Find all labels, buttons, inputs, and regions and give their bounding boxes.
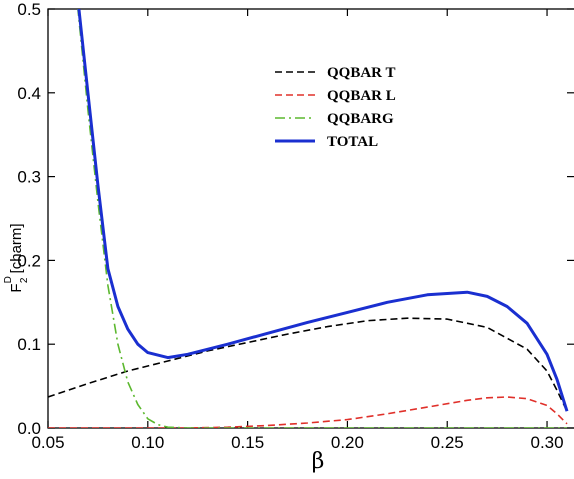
- legend-label: QQBARG: [327, 111, 394, 127]
- x-tick-label: 0.05: [31, 433, 64, 452]
- y-tick-label: 0.1: [17, 335, 41, 354]
- x-tick-label: 0.20: [331, 433, 364, 452]
- plot-frame: [47, 8, 574, 429]
- series-line-qqbarg: [77, 9, 567, 428]
- y-axis-title-base: F: [8, 283, 25, 292]
- y-tick-label: 0.5: [17, 0, 41, 19]
- y-axis-title: FD 2 [charm]: [3, 223, 30, 292]
- legend: QQBAR T QQBAR L QQBARG TOTAL: [275, 65, 396, 150]
- y-axis-title-rest: [charm]: [8, 223, 25, 277]
- y-tick-label: 0.4: [17, 84, 41, 103]
- y-axis-title-sub: 2: [19, 277, 30, 283]
- legend-label: QQBAR T: [327, 65, 396, 81]
- x-tick-label: 0.10: [131, 433, 164, 452]
- legend-label: TOTAL: [327, 134, 378, 150]
- x-tick-label: 0.25: [431, 433, 464, 452]
- series-line-total: [77, 9, 569, 412]
- axis-ticks: 0.05 0.10 0.15 0.20 0.25 0.30 0.0 0.1 0.2 0.3 0.4 0…: [17, 0, 574, 452]
- series-line-qqbar-t: [48, 317, 568, 412]
- x-tick-label: 0.15: [231, 433, 264, 452]
- x-axis-title: β: [312, 449, 325, 474]
- y-tick-label: 0.3: [17, 168, 41, 187]
- y-tick-label: 0.0: [17, 419, 41, 438]
- series-layer: [48, 9, 569, 428]
- series-line-qqbar-l: [48, 396, 568, 428]
- y-tick-label: 0.2: [17, 251, 41, 270]
- legend-label: QQBAR L: [327, 88, 396, 104]
- y-axis-title-sup: D: [3, 276, 14, 283]
- x-tick-label: 0.30: [530, 433, 563, 452]
